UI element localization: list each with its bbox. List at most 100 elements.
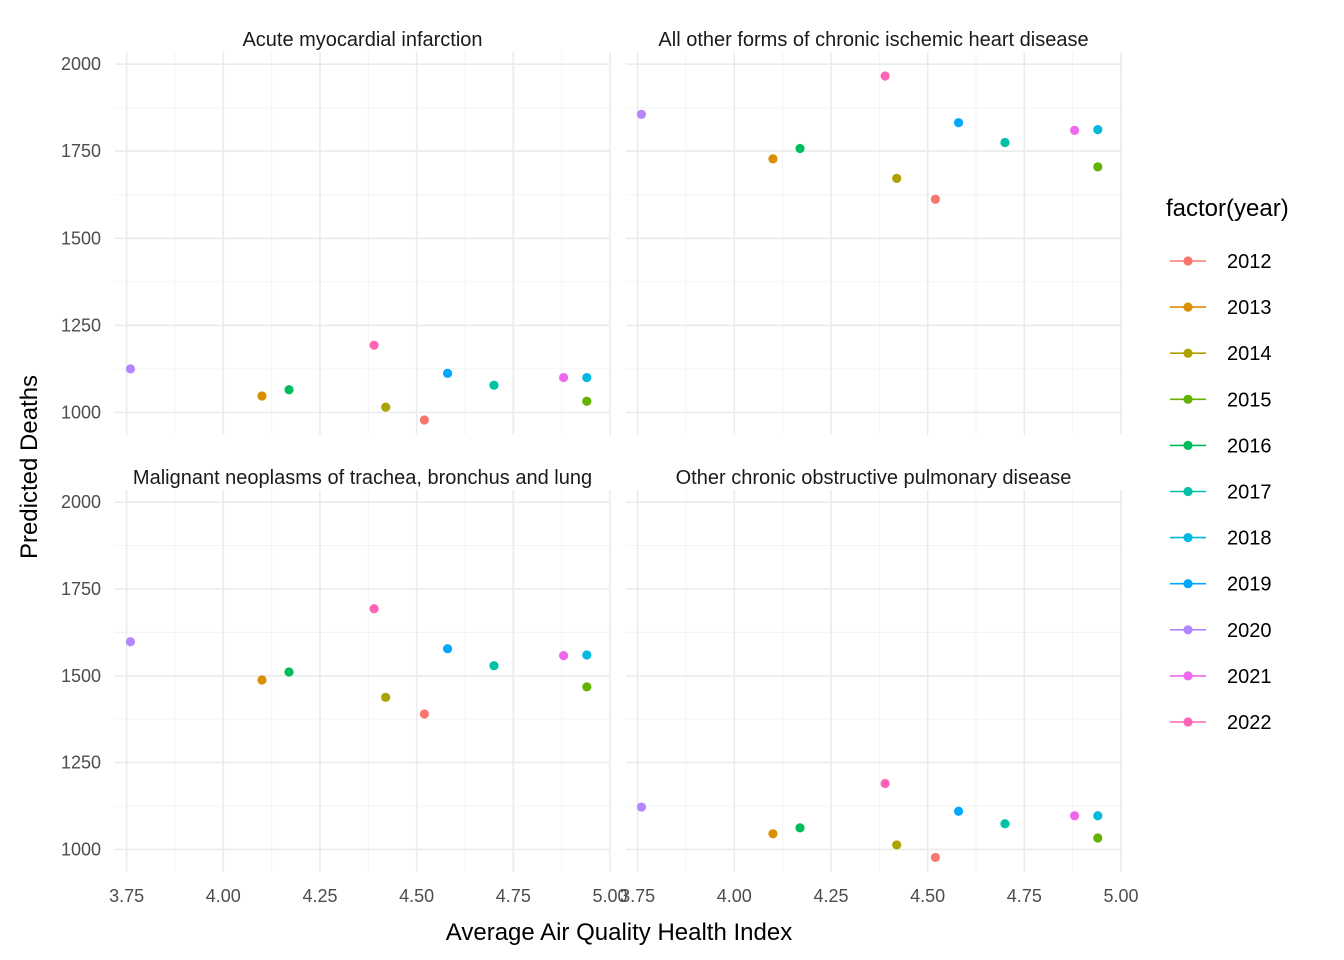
y-tick-label: 1000 [61,402,101,422]
legend-label: 2020 [1227,620,1272,642]
legend-key-point [1183,625,1193,635]
x-tick-label: 4.00 [717,886,752,906]
legend: factor(year) 2012 2013 2014 2015 2016 2017 2018… [1166,195,1289,734]
legend-key-point [1183,256,1193,266]
legend-label: 2018 [1227,528,1272,550]
y-tick-label: 1250 [61,753,101,773]
data-point-2021 [558,651,569,661]
legend-key-point [1183,440,1193,450]
data-point-2016 [284,667,294,677]
legend-item-2013: 2013 [1170,297,1272,319]
facet-panel: Acute myocardial infarction [115,29,611,435]
facet-strip-title: Acute myocardial infarction [242,29,482,51]
legend-key-point [1183,486,1193,497]
facet-strip-title: Other chronic obstructive pulmonary dise… [676,467,1072,489]
data-point-2013 [257,675,267,685]
data-point-2022 [880,778,890,789]
data-point-2014 [892,173,902,183]
legend-item-2014: 2014 [1170,343,1272,365]
legend-item-2015: 2015 [1170,389,1272,411]
legend-key-point [1183,348,1193,358]
x-tick-label: 4.25 [302,886,337,906]
legend-label: 2019 [1227,574,1272,596]
data-point-2019 [953,118,964,128]
facet-panel: Other chronic obstructive pulmonary dise… [626,467,1122,872]
data-point-2019 [442,368,453,378]
data-point-2015 [582,682,592,692]
legend-item-2017: 2017 [1170,482,1272,504]
x-tick-label: 5.00 [592,886,627,906]
data-point-2016 [795,143,805,154]
legend-item-2012: 2012 [1170,251,1272,273]
data-point-2017 [1000,819,1010,829]
data-point-2021 [1069,125,1080,135]
y-tick-label: 1000 [61,839,101,859]
y-tick-label: 1250 [61,315,101,335]
legend-key-point [1183,717,1193,727]
data-point-2013 [768,154,778,164]
y-tick-label: 2000 [61,492,101,512]
legend-item-2020: 2020 [1170,620,1272,642]
data-point-2012 [419,709,429,719]
y-tick-label: 2000 [61,54,101,74]
data-point-2017 [1000,137,1010,148]
x-tick-label: 4.50 [910,886,945,906]
legend-title: factor(year) [1166,195,1289,222]
y-axis-title: Predicted Deaths [16,375,43,559]
data-point-2018 [582,372,592,383]
data-point-2013 [768,829,778,839]
facet-strip-title: Malignant neoplasms of trachea, bronchus… [133,467,592,489]
facet-panel: Malignant neoplasms of trachea, bronchus… [115,467,611,872]
data-point-2012 [419,415,429,425]
legend-key-point [1183,302,1193,312]
data-point-2015 [582,396,592,406]
y-tick-label: 1750 [61,141,101,161]
legend-item-2022: 2022 [1170,712,1272,734]
data-point-2017 [489,380,499,390]
data-point-2012 [930,194,940,204]
facet-strip-title: All other forms of chronic ischemic hear… [658,29,1088,51]
data-point-2019 [442,644,453,654]
data-point-2014 [381,692,391,702]
data-point-2013 [257,391,267,401]
legend-label: 2017 [1227,482,1272,504]
y-tick-label: 1750 [61,579,101,599]
data-point-2020 [125,364,136,374]
legend-label: 2021 [1227,666,1272,688]
data-point-2020 [125,637,136,647]
y-tick-label: 1500 [61,228,101,248]
x-axis-title: Average Air Quality Health Index [446,919,792,946]
panels-layer: Acute myocardial infarction All other for… [115,29,1122,872]
data-point-2014 [892,840,902,850]
data-point-2019 [953,806,964,816]
data-points [636,778,1103,863]
legend-item-2021: 2021 [1170,666,1272,688]
x-tick-label: 4.00 [206,886,241,906]
data-point-2018 [1093,811,1103,821]
data-point-2016 [795,823,805,833]
legend-label: 2015 [1227,389,1272,411]
legend-label: 2012 [1227,251,1272,273]
legend-label: 2014 [1227,343,1272,365]
y-tick-label: 1500 [61,666,101,686]
data-point-2018 [1093,125,1103,135]
data-points [125,340,592,425]
data-point-2014 [381,402,391,412]
facet-panel: All other forms of chronic ischemic hear… [626,29,1122,435]
data-point-2016 [284,385,294,395]
data-point-2021 [1069,811,1080,821]
legend-item-2019: 2019 [1170,574,1272,596]
data-point-2015 [1093,833,1103,843]
x-tick-label: 5.00 [1103,886,1138,906]
x-tick-label: 4.25 [813,886,848,906]
axes-layer: 1000 1250 1500 1750 2000 1000 1250 1500 1750 2000… [61,54,1139,906]
legend-label: 2022 [1227,712,1272,734]
legend-item-2018: 2018 [1170,528,1272,550]
data-points [636,71,1103,204]
legend-key-point [1183,671,1193,681]
data-point-2022 [369,340,379,350]
data-points [125,604,592,719]
x-tick-label: 4.75 [1007,886,1042,906]
data-point-2015 [1093,162,1103,172]
